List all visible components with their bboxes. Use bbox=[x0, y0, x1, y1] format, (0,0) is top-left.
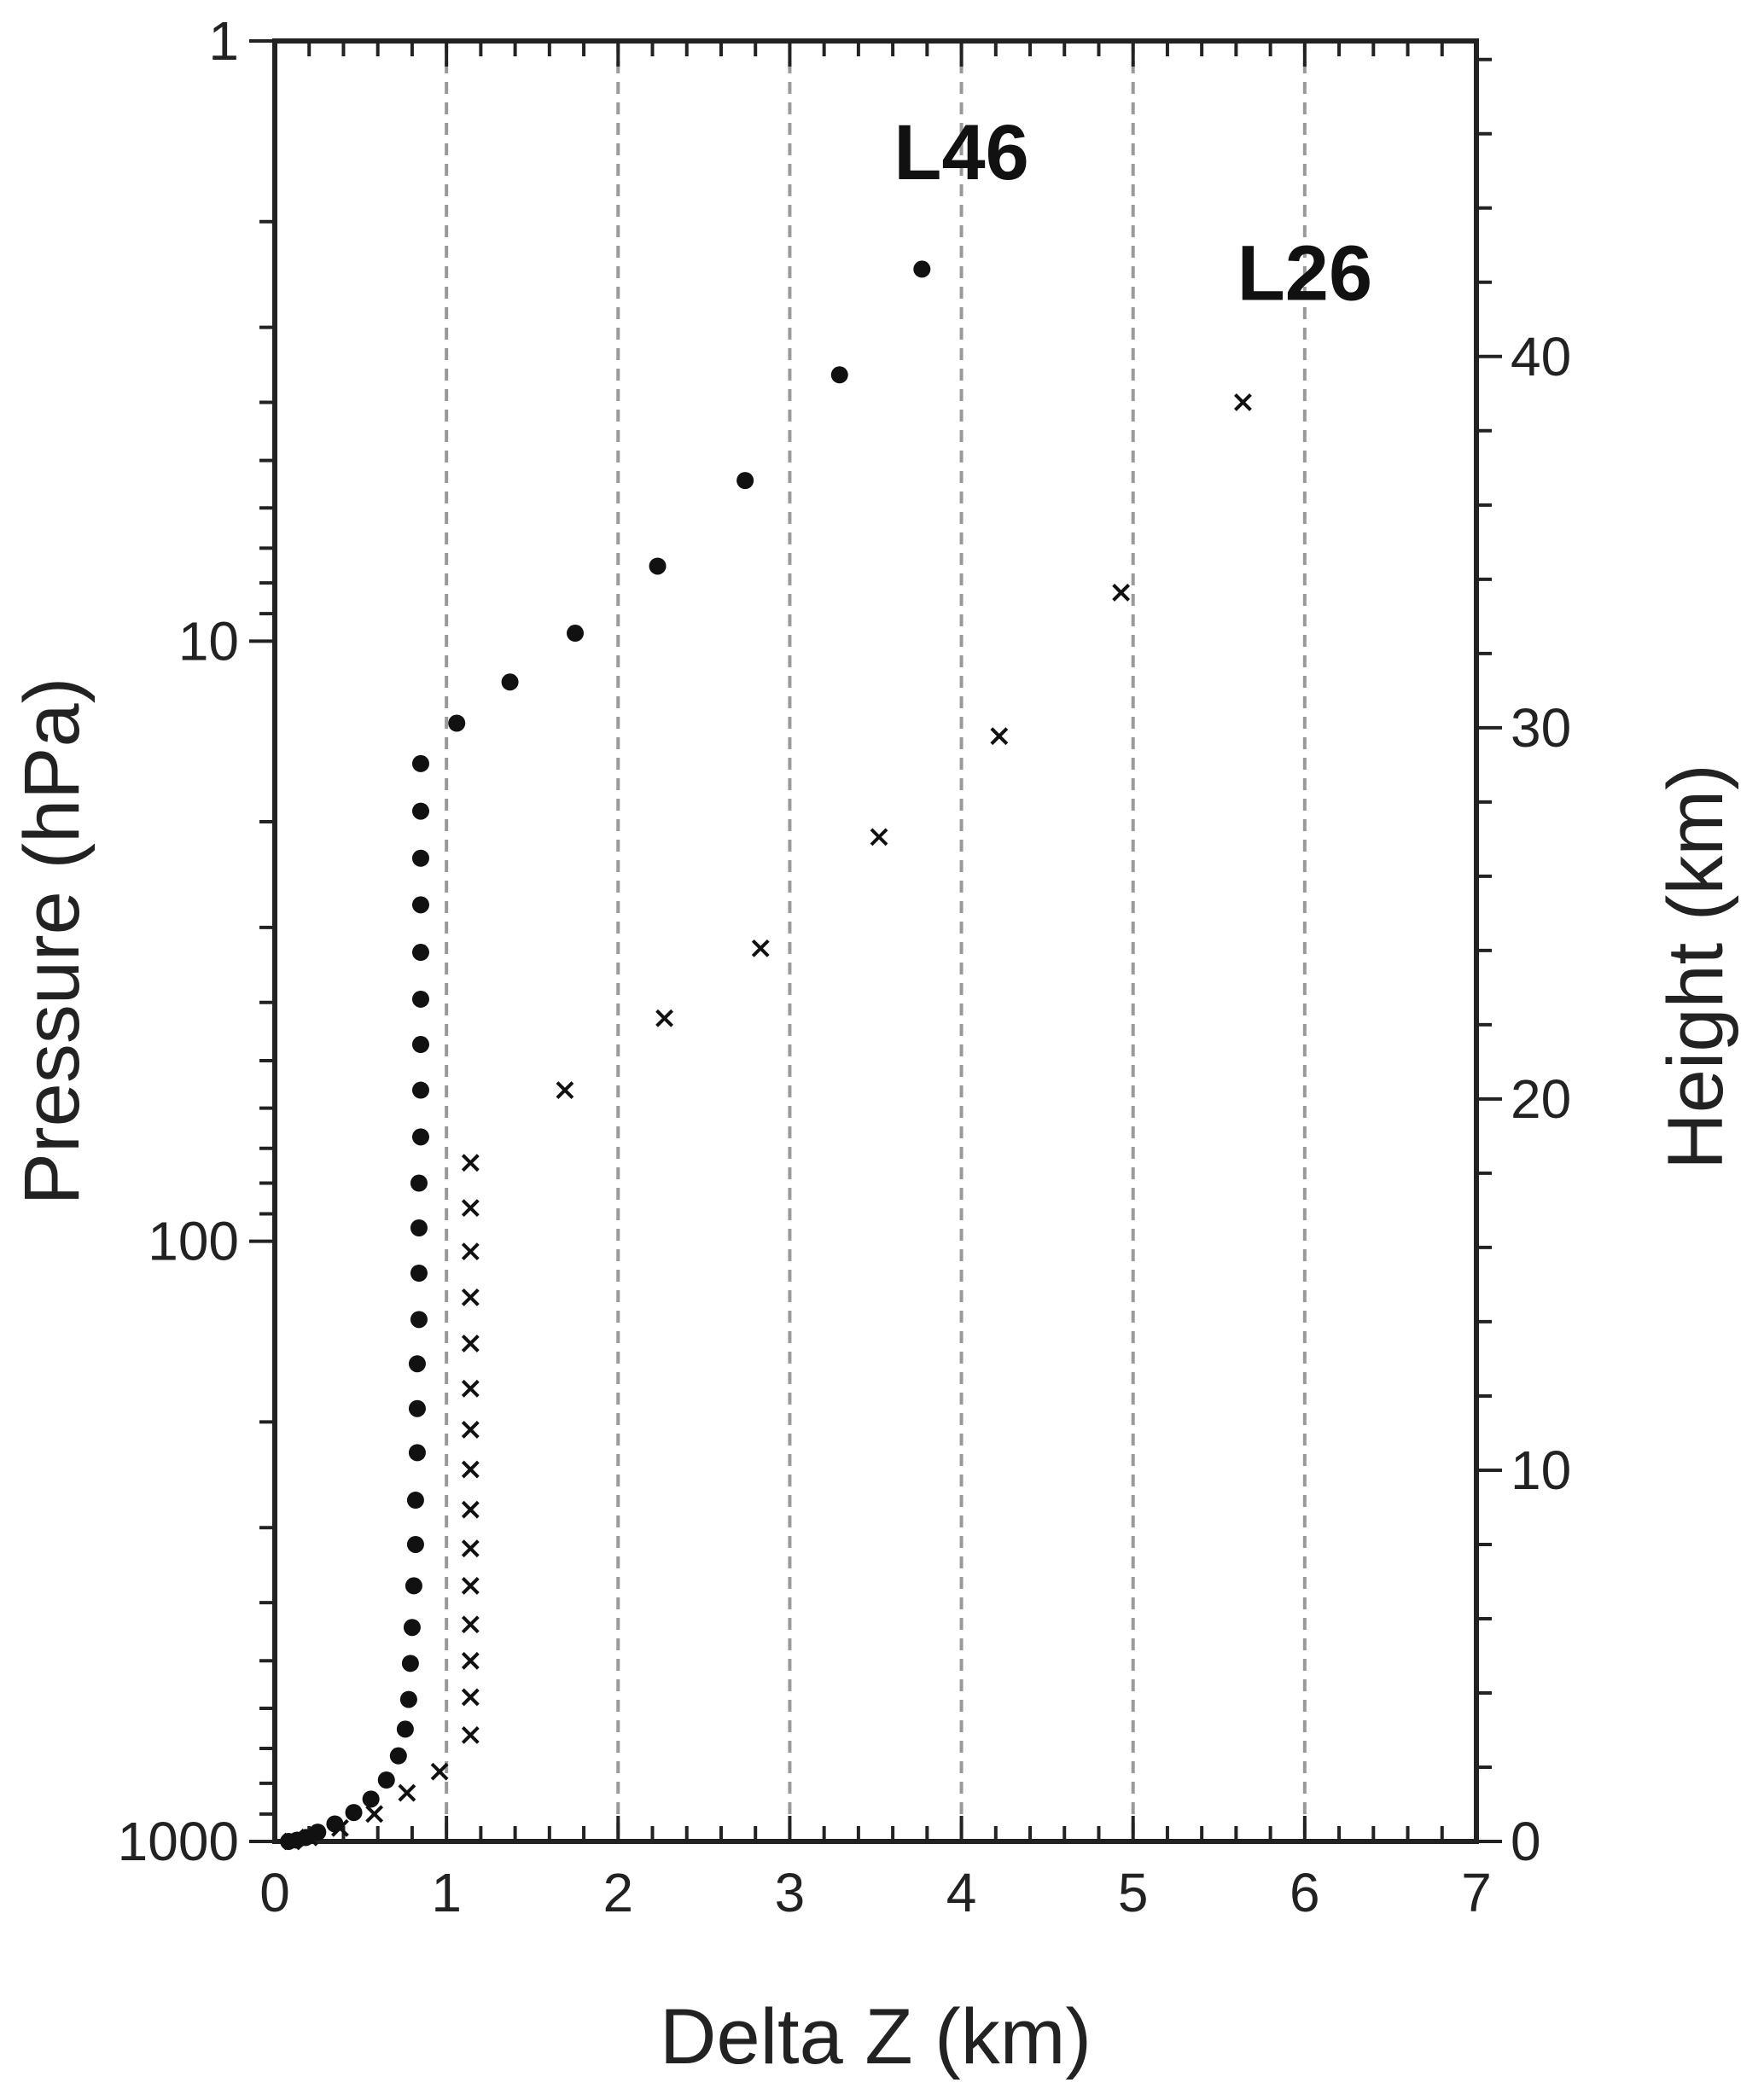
data-point bbox=[408, 1399, 426, 1417]
y-tick-label: 10 bbox=[178, 610, 239, 672]
data-point bbox=[461, 1651, 480, 1670]
grid-lines bbox=[445, 41, 1307, 1841]
data-point bbox=[300, 1828, 318, 1847]
data-point bbox=[461, 1288, 480, 1306]
data-point bbox=[448, 714, 466, 732]
x-axis-title: Delta Z (km) bbox=[660, 1993, 1092, 2080]
data-point bbox=[461, 1421, 480, 1439]
data-point bbox=[411, 990, 429, 1008]
data-point bbox=[461, 1500, 480, 1519]
data-point bbox=[556, 1081, 574, 1099]
data-point bbox=[401, 1655, 419, 1672]
data-point bbox=[411, 802, 429, 820]
data-point bbox=[461, 1154, 480, 1172]
y2-tick-labels: 0 10 20 30 40 bbox=[1511, 326, 1571, 1872]
data-point bbox=[406, 1535, 424, 1553]
data-point bbox=[461, 1615, 480, 1634]
x-tick-label: 4 bbox=[946, 1862, 977, 1923]
data-point bbox=[461, 1460, 480, 1479]
data-point bbox=[913, 260, 931, 278]
data-point bbox=[411, 1081, 429, 1099]
y-tick-label: 100 bbox=[148, 1211, 239, 1272]
data-point bbox=[870, 828, 888, 846]
data-point bbox=[830, 366, 848, 384]
data-point bbox=[1112, 584, 1131, 602]
data-point bbox=[362, 1790, 380, 1808]
data-point bbox=[411, 896, 429, 914]
x-tick-label: 5 bbox=[1118, 1862, 1149, 1923]
series-l26 bbox=[282, 393, 1252, 1851]
y-tick-label: 1000 bbox=[118, 1811, 239, 1872]
data-point bbox=[410, 1219, 428, 1236]
y2-tick-label: 0 bbox=[1511, 1811, 1541, 1872]
data-point bbox=[411, 1036, 429, 1054]
data-point bbox=[309, 1824, 327, 1841]
data-point bbox=[461, 1379, 480, 1398]
x-tick-label: 1 bbox=[431, 1862, 462, 1923]
data-point bbox=[345, 1804, 363, 1822]
plot-frame bbox=[272, 38, 1479, 1844]
data-point bbox=[501, 673, 519, 691]
data-point bbox=[403, 1619, 421, 1637]
data-point bbox=[399, 1690, 417, 1708]
data-point bbox=[751, 939, 770, 957]
data-point bbox=[461, 1242, 480, 1261]
y-axis-title: Pressure (hPa) bbox=[9, 678, 96, 1206]
data-point bbox=[411, 849, 429, 867]
data-point bbox=[398, 1783, 416, 1802]
x-tick-label: 0 bbox=[259, 1862, 290, 1923]
data-point bbox=[461, 1688, 480, 1707]
data-point bbox=[655, 1009, 674, 1027]
data-point bbox=[461, 1539, 480, 1558]
data-point bbox=[736, 472, 754, 490]
data-point bbox=[410, 1264, 428, 1282]
y-tick-label: 1 bbox=[208, 10, 239, 72]
series-labels: L46 L26 bbox=[894, 109, 1372, 317]
data-point bbox=[408, 1355, 426, 1373]
data-point bbox=[1234, 393, 1252, 411]
data-point bbox=[408, 1444, 426, 1462]
y2-tick-label: 30 bbox=[1511, 697, 1571, 759]
data-point bbox=[410, 1311, 428, 1329]
data-point bbox=[410, 1174, 428, 1192]
data-point bbox=[396, 1720, 414, 1738]
data-point bbox=[649, 557, 667, 575]
data-point bbox=[461, 1335, 480, 1352]
data-point bbox=[405, 1577, 422, 1595]
data-point bbox=[461, 1199, 480, 1218]
data-point bbox=[461, 1725, 480, 1744]
y2-tick-label: 20 bbox=[1511, 1068, 1571, 1130]
x-tick-label: 6 bbox=[1290, 1862, 1320, 1923]
y-tick-labels: 1 10 100 1000 bbox=[118, 10, 239, 1872]
data-point bbox=[411, 1128, 429, 1146]
x-tick-label: 3 bbox=[775, 1862, 806, 1923]
data-point bbox=[406, 1492, 424, 1510]
data-point bbox=[461, 1576, 480, 1595]
data-point bbox=[331, 1818, 349, 1837]
data-point bbox=[567, 625, 584, 643]
series-label-l26: L26 bbox=[1237, 230, 1373, 317]
data-point bbox=[377, 1771, 395, 1789]
data-point bbox=[389, 1747, 407, 1765]
series-l46 bbox=[280, 260, 931, 1850]
data-point bbox=[365, 1805, 384, 1824]
y2-axis-title: Height (km) bbox=[1652, 764, 1739, 1169]
x-tick-labels: 0 1 2 3 4 5 6 7 bbox=[259, 1862, 1492, 1923]
x-tick-label: 7 bbox=[1461, 1862, 1492, 1923]
data-point bbox=[411, 754, 429, 772]
y2-tick-label: 10 bbox=[1511, 1440, 1571, 1501]
data-point bbox=[430, 1762, 449, 1781]
series-label-l46: L46 bbox=[894, 109, 1029, 196]
x-tick-label: 2 bbox=[603, 1862, 633, 1923]
data-point bbox=[411, 944, 429, 962]
data-point bbox=[282, 1832, 301, 1851]
y2-tick-label: 40 bbox=[1511, 326, 1571, 387]
data-points bbox=[280, 260, 1252, 1851]
data-point bbox=[990, 727, 1009, 746]
